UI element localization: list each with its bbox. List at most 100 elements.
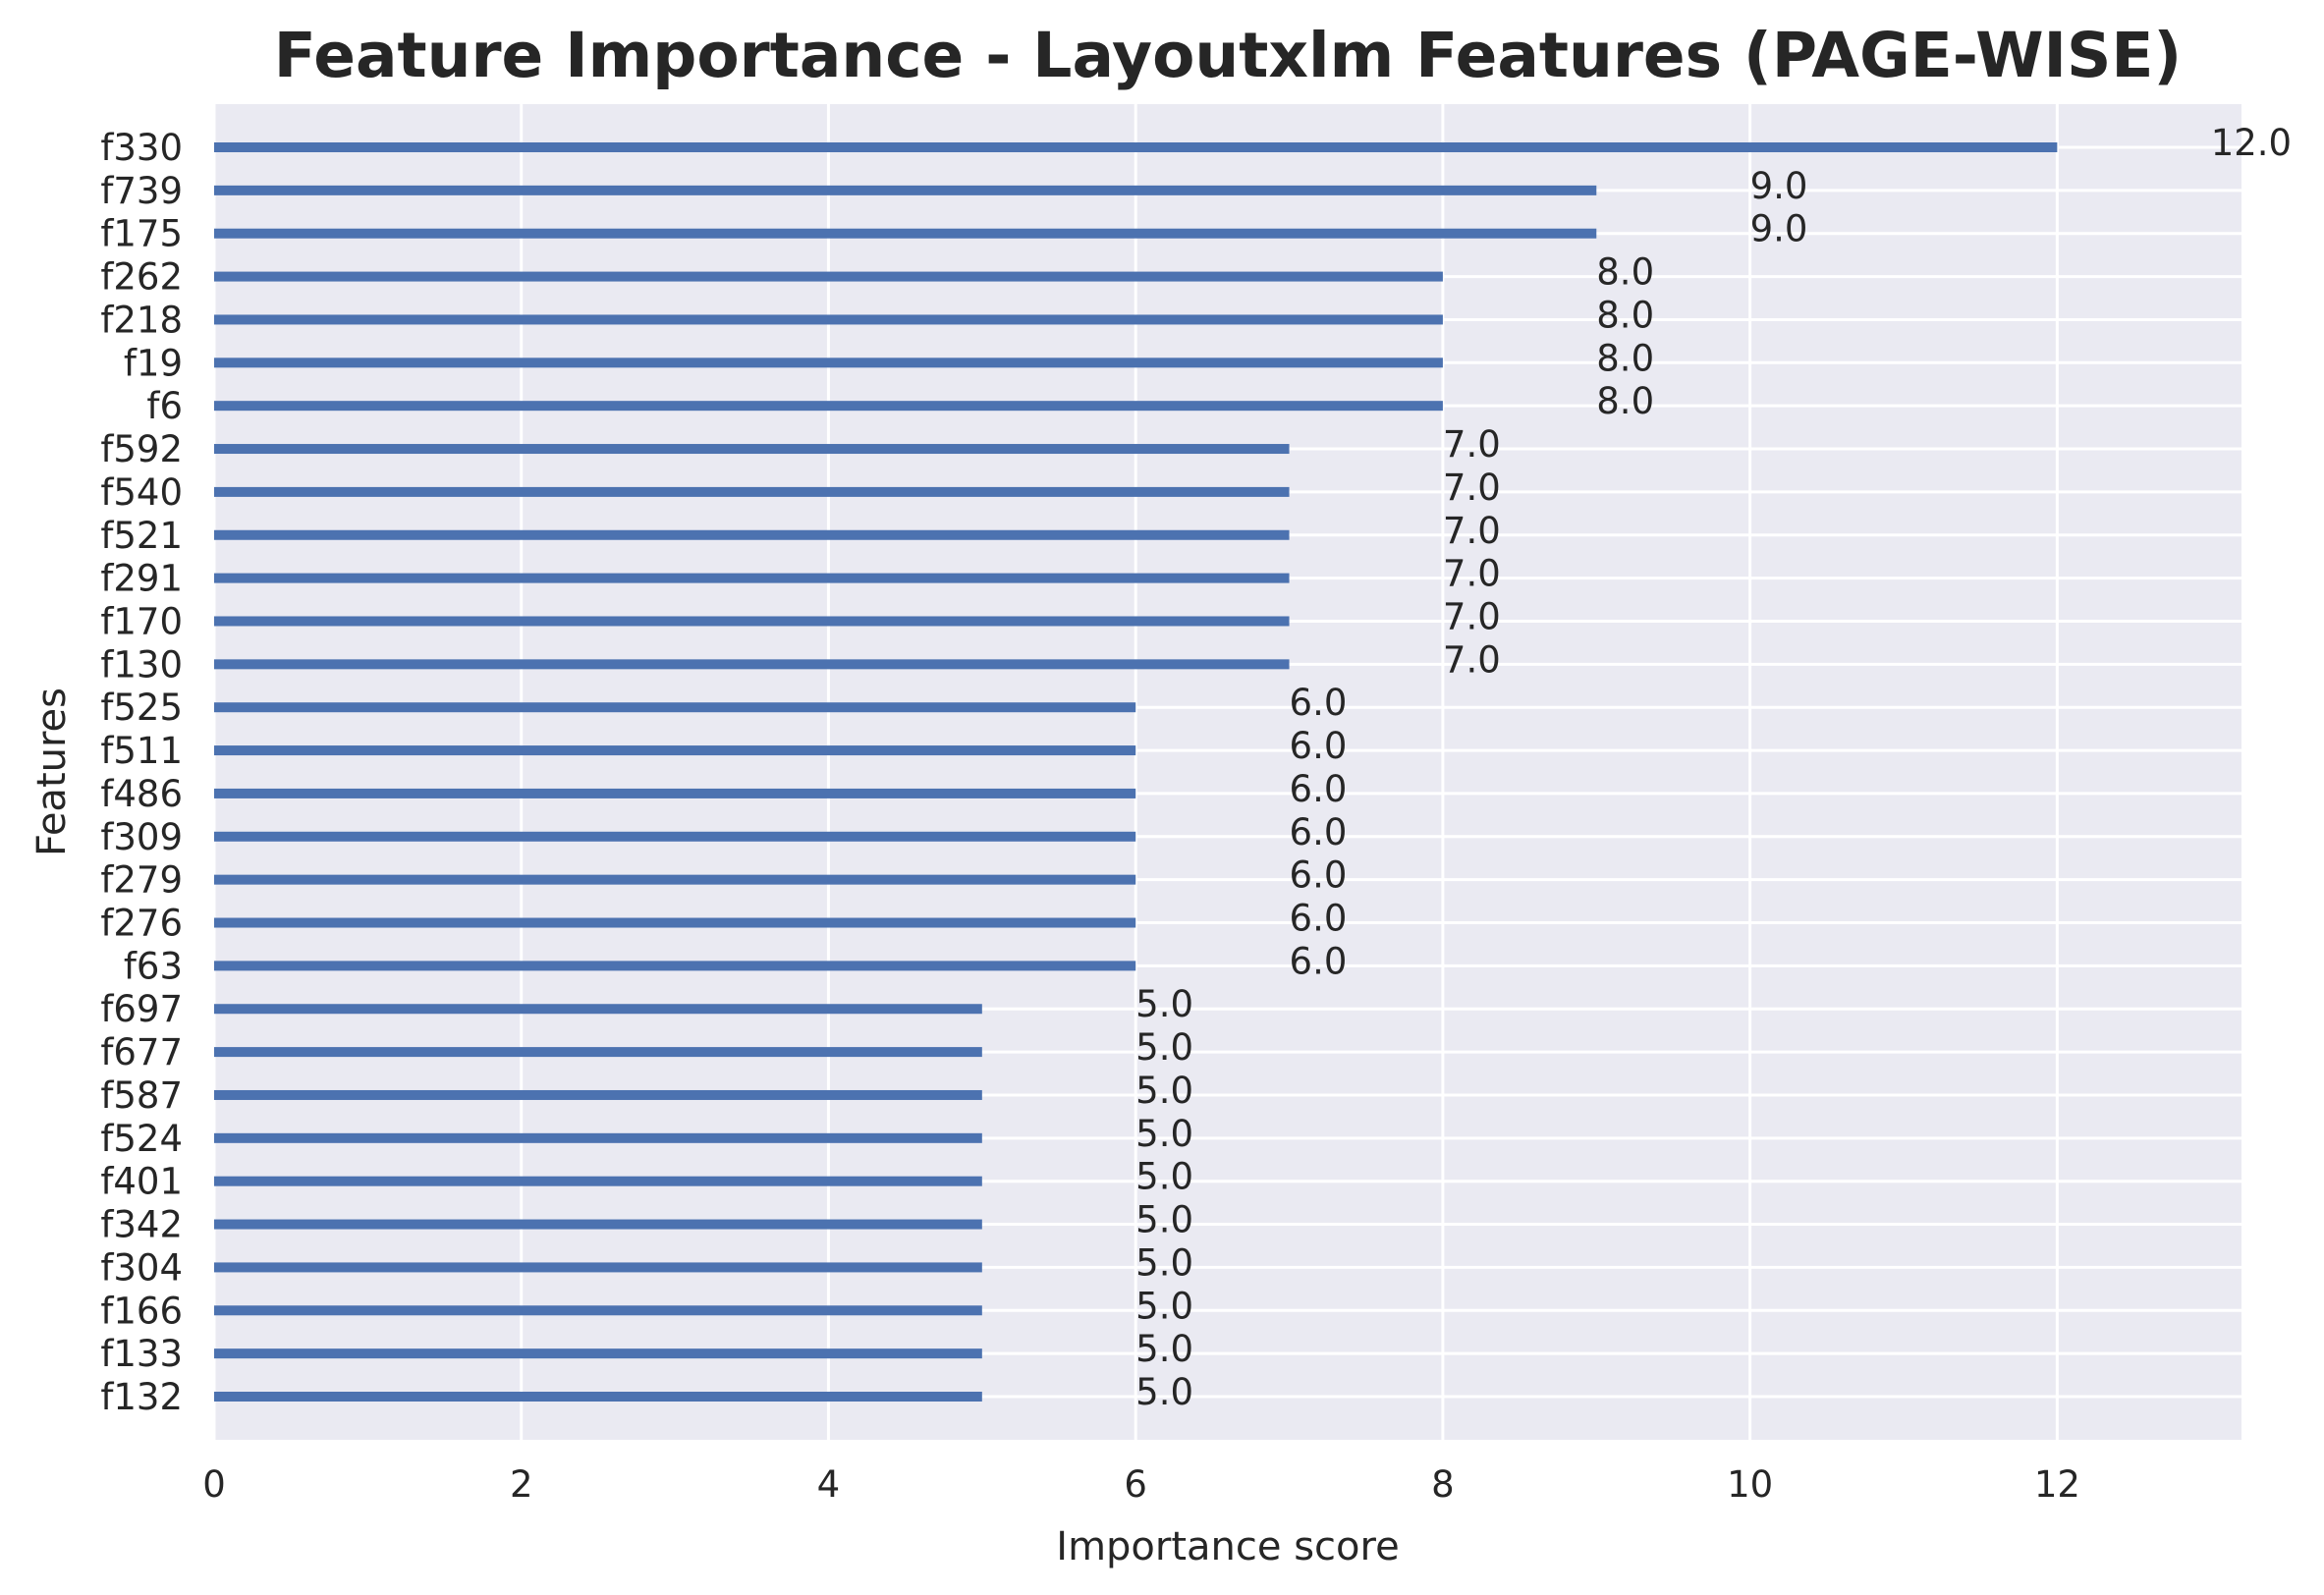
- y-tick-label: f524: [100, 1118, 183, 1160]
- y-tick-label: f677: [100, 1031, 183, 1073]
- bar: [214, 1305, 982, 1316]
- bar: [214, 874, 1136, 885]
- data-label: 8.0: [1596, 337, 1654, 379]
- x-tick-label: 12: [2034, 1463, 2080, 1506]
- x-tick-label: 6: [1124, 1463, 1147, 1506]
- x-tick-labels: 0 2 4 6 8 10 12: [202, 1463, 2080, 1506]
- data-label: 5.0: [1135, 1241, 1193, 1284]
- data-label: 7.0: [1443, 423, 1501, 466]
- y-tick-label: f342: [100, 1204, 183, 1246]
- bar: [214, 1392, 982, 1402]
- y-tick-label: f63: [124, 945, 183, 987]
- data-label: 6.0: [1290, 725, 1348, 767]
- data-label: 5.0: [1135, 1328, 1193, 1370]
- bar: [214, 529, 1290, 540]
- data-label: 6.0: [1290, 768, 1348, 810]
- bar: [214, 702, 1136, 713]
- data-label: 8.0: [1596, 251, 1654, 294]
- y-tick-label: f175: [100, 213, 183, 255]
- data-label: 5.0: [1135, 1285, 1193, 1327]
- x-tick-label: 2: [510, 1463, 533, 1506]
- chart-title: Feature Importance - Layoutxlm Features …: [274, 20, 2182, 91]
- data-label: 9.0: [1750, 165, 1808, 207]
- data-label: 5.0: [1135, 1371, 1193, 1413]
- y-tick-label: f592: [100, 428, 183, 470]
- bar: [214, 745, 1136, 756]
- bar: [214, 1219, 982, 1230]
- data-label: 5.0: [1135, 1026, 1193, 1069]
- data-label: 6.0: [1290, 854, 1348, 897]
- y-tick-label: f133: [100, 1333, 183, 1375]
- data-label: 5.0: [1135, 983, 1193, 1025]
- bar: [214, 228, 1597, 239]
- y-tick-labels: f330f739f175f262f218f19f6f592f540f521f29…: [100, 127, 183, 1418]
- bar: [214, 1132, 982, 1143]
- y-tick-label: f309: [100, 816, 183, 858]
- y-tick-label: f330: [100, 127, 183, 169]
- x-gridlines: [212, 104, 2059, 1440]
- y-tick-label: f262: [100, 256, 183, 299]
- data-label: 5.0: [1135, 1113, 1193, 1155]
- x-tick-label: 10: [1727, 1463, 1773, 1506]
- data-label: 8.0: [1596, 294, 1654, 336]
- bar: [214, 961, 1136, 971]
- bar: [214, 1348, 982, 1359]
- y-tick-label: f170: [100, 600, 183, 642]
- data-label: 6.0: [1290, 682, 1348, 724]
- y-tick-label: f587: [100, 1074, 183, 1117]
- bar: [214, 788, 1136, 798]
- data-label: 7.0: [1443, 638, 1501, 681]
- bar: [214, 271, 1443, 282]
- bar: [214, 314, 1443, 325]
- data-label: 9.0: [1750, 208, 1808, 250]
- bar: [214, 659, 1290, 670]
- y-tick-label: f279: [100, 859, 183, 902]
- bar: [214, 616, 1290, 627]
- data-label: 6.0: [1290, 898, 1348, 940]
- data-label: 6.0: [1290, 940, 1348, 982]
- y-tick-label: f525: [100, 687, 183, 729]
- plot-background: [214, 104, 2241, 1440]
- y-axis-label: Features: [29, 688, 75, 856]
- x-tick-label: 0: [202, 1463, 226, 1506]
- y-tick-label: f401: [100, 1161, 183, 1203]
- y-tick-label: f511: [100, 730, 183, 772]
- y-tick-label: f304: [100, 1246, 183, 1289]
- bar: [214, 444, 1290, 455]
- bar: [214, 1004, 982, 1015]
- data-label: 5.0: [1135, 1070, 1193, 1112]
- x-tick-label: 4: [817, 1463, 841, 1506]
- y-tick-label: f521: [100, 515, 183, 557]
- data-label: 6.0: [1290, 811, 1348, 853]
- y-tick-label: f540: [100, 471, 183, 514]
- data-label: 7.0: [1443, 553, 1501, 595]
- data-label: 12.0: [2211, 122, 2292, 164]
- y-tick-label: f132: [100, 1376, 183, 1418]
- bar: [214, 1176, 982, 1186]
- y-tick-label: f6: [146, 385, 183, 427]
- bar: [214, 1089, 982, 1100]
- data-label: 7.0: [1443, 595, 1501, 637]
- data-label: 8.0: [1596, 380, 1654, 422]
- y-tick-label: f276: [100, 903, 183, 945]
- bar: [214, 142, 2058, 152]
- data-label: 5.0: [1135, 1199, 1193, 1241]
- y-tick-label: f19: [124, 342, 183, 384]
- data-label: 5.0: [1135, 1156, 1193, 1198]
- x-axis-label: Importance score: [1056, 1524, 1399, 1569]
- bar: [214, 358, 1443, 368]
- bar: [214, 831, 1136, 842]
- bar: [214, 1047, 982, 1058]
- bar: [214, 486, 1290, 497]
- x-tick-label: 8: [1431, 1463, 1455, 1506]
- y-tick-label: f166: [100, 1290, 183, 1332]
- y-tick-label: f218: [100, 299, 183, 341]
- data-label: 7.0: [1443, 510, 1501, 552]
- data-labels: 12.09.09.08.08.08.08.07.07.07.07.07.07.0…: [1135, 122, 2292, 1413]
- bar: [214, 1262, 982, 1273]
- data-label: 7.0: [1443, 467, 1501, 509]
- bar: [214, 401, 1443, 412]
- y-tick-label: f486: [100, 773, 183, 815]
- bar: [214, 185, 1597, 195]
